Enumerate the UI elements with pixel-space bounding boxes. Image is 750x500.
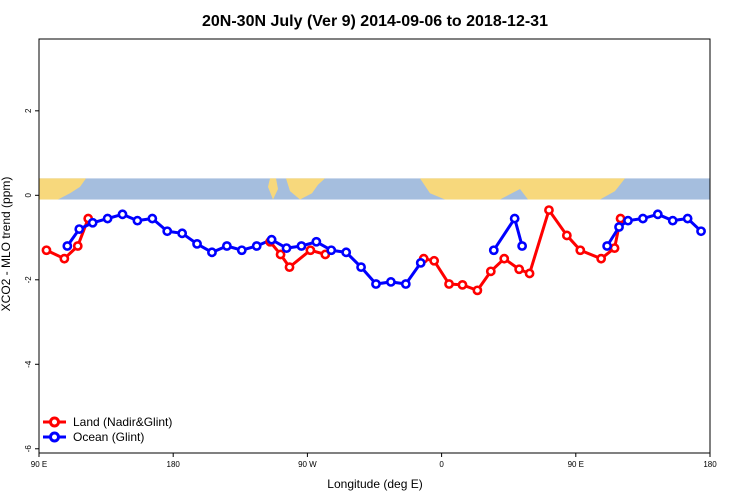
- series-land-point: [609, 243, 620, 254]
- series-ocean-point: [74, 224, 85, 235]
- series-land-point: [59, 253, 70, 264]
- x-tick-label: 90 W: [298, 460, 317, 469]
- series-ocean-point: [221, 241, 232, 251]
- series-land-point: [72, 241, 83, 251]
- series-land-point: [544, 205, 554, 215]
- series-ocean-point: [341, 247, 352, 258]
- series-ocean-point: [311, 236, 322, 247]
- series-land-point: [275, 249, 286, 260]
- x-axis-label: Longitude (deg E): [327, 477, 422, 491]
- series-land-point: [524, 268, 535, 279]
- series-ocean-point: [207, 247, 217, 258]
- plot-frame: [38, 38, 711, 454]
- y-tick-label: -4: [24, 360, 33, 368]
- map-land-2: [286, 178, 325, 200]
- series-land-point: [472, 285, 483, 296]
- series-ocean-point: [266, 234, 277, 245]
- series-ocean-point: [509, 213, 520, 224]
- y-axis-label: XCO2 - MLO trend (ppm): [0, 177, 13, 312]
- series-ocean-point: [87, 217, 98, 228]
- series-land-point: [485, 266, 496, 277]
- series-ocean-point: [236, 245, 247, 256]
- series-land-point: [305, 245, 316, 256]
- chart-title: 20N-30N July (Ver 9) 2014-09-06 to 2018-…: [202, 13, 548, 30]
- series-land-point: [514, 264, 525, 275]
- series-ocean-point: [488, 245, 499, 256]
- series-land-point: [41, 245, 52, 256]
- series-ocean-point: [251, 241, 262, 251]
- map-land-0: [39, 178, 86, 200]
- y-tick-label: -6: [24, 445, 33, 453]
- series-ocean-point: [192, 238, 202, 249]
- x-tick-label: 90 E: [568, 460, 584, 469]
- series-land-point: [596, 253, 607, 264]
- series-land-point: [284, 262, 295, 273]
- map-land-3: [420, 178, 625, 200]
- world-map-band: [39, 178, 710, 200]
- x-tick-label: 180: [167, 460, 181, 469]
- series-ocean-point: [296, 241, 307, 251]
- series-ocean-point: [386, 277, 396, 287]
- series-land-point: [561, 230, 572, 241]
- series-ocean-point: [281, 243, 292, 254]
- series-ocean-point: [517, 241, 528, 251]
- series-ocean-point: [326, 245, 337, 256]
- series-ocean-point: [652, 209, 663, 220]
- series-ocean-point: [667, 215, 678, 226]
- series-ocean-point: [177, 228, 188, 239]
- series-land-point: [499, 253, 510, 264]
- legend-ocean-marker: [49, 431, 60, 443]
- series-land-point: [457, 279, 468, 290]
- series-ocean-point: [356, 262, 366, 273]
- series-ocean-point: [132, 215, 143, 226]
- y-tick-label: 0: [24, 193, 33, 198]
- map-land-1: [268, 178, 278, 200]
- series-ocean-point: [682, 213, 693, 224]
- x-tick-label: 180: [703, 460, 717, 469]
- legend-land-label: Land (Nadir&Glint): [73, 415, 172, 429]
- y-tick-label: 2: [24, 108, 33, 113]
- series-ocean-point: [162, 226, 173, 237]
- series-land-point: [575, 245, 586, 256]
- series-ocean-point: [117, 209, 128, 220]
- series-ocean-point: [638, 213, 648, 224]
- series-layer: [41, 205, 706, 296]
- y-axis: 2 0 -2 -4 -6: [24, 108, 39, 452]
- series-ocean-point: [400, 279, 411, 289]
- series-land-line: [45, 218, 90, 261]
- x-tick-label: 0: [439, 460, 444, 469]
- series-ocean-point: [102, 213, 113, 224]
- series-ocean-point: [614, 222, 624, 232]
- y-tick-label: -2: [24, 276, 33, 284]
- series-land-point: [429, 255, 440, 266]
- series-ocean-point: [371, 279, 381, 289]
- series-ocean-point: [623, 215, 633, 226]
- series-land-point: [615, 213, 626, 224]
- series-ocean-point: [696, 226, 706, 237]
- series-ocean-point: [602, 241, 613, 251]
- series-ocean-point: [147, 213, 158, 224]
- series-ocean-point: [62, 241, 73, 251]
- legend: Land (Nadir&Glint) Ocean (Glint): [43, 415, 172, 444]
- x-axis: 90 E 180 90 W 0 90 E 180: [31, 453, 717, 469]
- series-ocean-point: [415, 257, 426, 268]
- x-tick-label: 90 E: [31, 460, 47, 469]
- series-land-point: [444, 279, 454, 289]
- legend-land-marker: [49, 416, 60, 428]
- legend-ocean-label: Ocean (Glint): [73, 430, 144, 444]
